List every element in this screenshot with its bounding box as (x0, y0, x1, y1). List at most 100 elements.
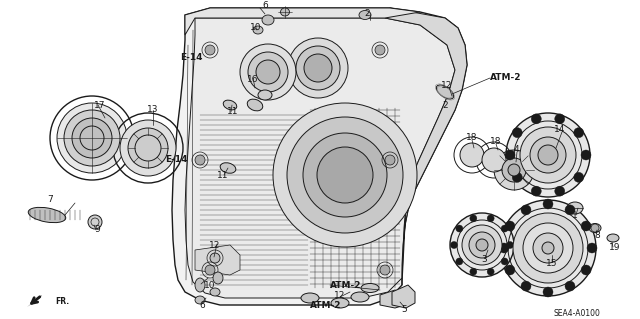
Ellipse shape (351, 292, 369, 302)
Circle shape (555, 186, 564, 196)
Text: 12: 12 (334, 292, 346, 300)
Circle shape (385, 155, 395, 165)
Circle shape (487, 268, 494, 275)
Text: 16: 16 (247, 76, 259, 85)
Circle shape (205, 45, 215, 55)
Text: ATM-2: ATM-2 (310, 300, 342, 309)
Text: 2: 2 (364, 10, 370, 19)
Circle shape (506, 113, 590, 197)
Circle shape (505, 221, 515, 231)
Text: 8: 8 (594, 231, 600, 240)
Text: 2: 2 (442, 100, 448, 109)
Circle shape (460, 143, 484, 167)
Ellipse shape (195, 296, 205, 304)
Ellipse shape (359, 11, 371, 19)
Circle shape (523, 223, 573, 273)
Circle shape (505, 265, 515, 275)
Circle shape (273, 103, 417, 247)
Circle shape (501, 225, 508, 232)
Text: 17: 17 (94, 100, 106, 109)
Polygon shape (380, 290, 405, 308)
Text: 13: 13 (147, 106, 159, 115)
Circle shape (506, 241, 513, 249)
Circle shape (533, 233, 563, 263)
Circle shape (470, 268, 477, 275)
Ellipse shape (210, 288, 220, 296)
Circle shape (573, 128, 584, 138)
Circle shape (303, 133, 387, 217)
Ellipse shape (331, 298, 349, 308)
Ellipse shape (607, 234, 619, 242)
Circle shape (456, 258, 463, 265)
Text: 1: 1 (572, 211, 578, 219)
Text: 7: 7 (47, 196, 53, 204)
Text: 4: 4 (513, 145, 519, 154)
Circle shape (521, 281, 531, 291)
Circle shape (501, 258, 508, 265)
Polygon shape (185, 8, 420, 35)
Circle shape (487, 215, 494, 222)
Polygon shape (172, 8, 467, 305)
Text: ATM-2: ATM-2 (490, 73, 522, 83)
Ellipse shape (253, 26, 263, 34)
Circle shape (210, 253, 220, 263)
Circle shape (531, 186, 541, 196)
Text: 14: 14 (554, 125, 566, 135)
Polygon shape (195, 245, 240, 275)
Circle shape (57, 103, 127, 173)
Circle shape (451, 241, 458, 249)
Circle shape (542, 242, 554, 254)
Circle shape (287, 117, 403, 233)
Circle shape (256, 60, 280, 84)
Circle shape (462, 225, 502, 265)
Text: 6: 6 (262, 2, 268, 11)
Ellipse shape (280, 8, 289, 16)
Text: FR.: FR. (55, 298, 69, 307)
Polygon shape (27, 295, 42, 307)
Ellipse shape (258, 90, 272, 100)
Text: 18: 18 (467, 133, 477, 143)
Circle shape (482, 148, 506, 172)
Ellipse shape (213, 272, 223, 284)
Circle shape (555, 114, 564, 124)
Circle shape (581, 150, 591, 160)
Circle shape (469, 232, 495, 258)
Ellipse shape (247, 99, 263, 111)
Circle shape (500, 200, 596, 296)
Ellipse shape (220, 163, 236, 173)
Circle shape (502, 158, 526, 182)
Ellipse shape (361, 284, 379, 293)
Circle shape (565, 281, 575, 291)
Circle shape (520, 127, 576, 183)
Circle shape (88, 215, 102, 229)
Circle shape (195, 155, 205, 165)
Circle shape (248, 52, 288, 92)
Circle shape (587, 243, 597, 253)
Text: 10: 10 (204, 280, 216, 290)
Text: 9: 9 (94, 226, 100, 234)
Polygon shape (385, 8, 467, 285)
Text: 19: 19 (609, 243, 621, 253)
Ellipse shape (28, 207, 66, 223)
Ellipse shape (589, 224, 601, 233)
Text: 15: 15 (547, 258, 557, 268)
Circle shape (512, 172, 522, 182)
Circle shape (64, 110, 120, 166)
Circle shape (581, 265, 591, 275)
Circle shape (288, 38, 348, 98)
Circle shape (72, 118, 112, 158)
Text: 5: 5 (401, 306, 407, 315)
Circle shape (512, 128, 522, 138)
Text: 12: 12 (209, 241, 221, 249)
Circle shape (508, 164, 520, 176)
Polygon shape (392, 285, 415, 308)
Text: 10: 10 (250, 23, 262, 32)
Circle shape (494, 150, 534, 190)
Circle shape (240, 44, 296, 100)
Text: 12: 12 (442, 80, 452, 90)
Circle shape (120, 120, 176, 176)
Circle shape (581, 221, 591, 231)
Text: 6: 6 (199, 300, 205, 309)
Text: SEA4-A0100: SEA4-A0100 (553, 308, 600, 317)
Circle shape (375, 45, 385, 55)
